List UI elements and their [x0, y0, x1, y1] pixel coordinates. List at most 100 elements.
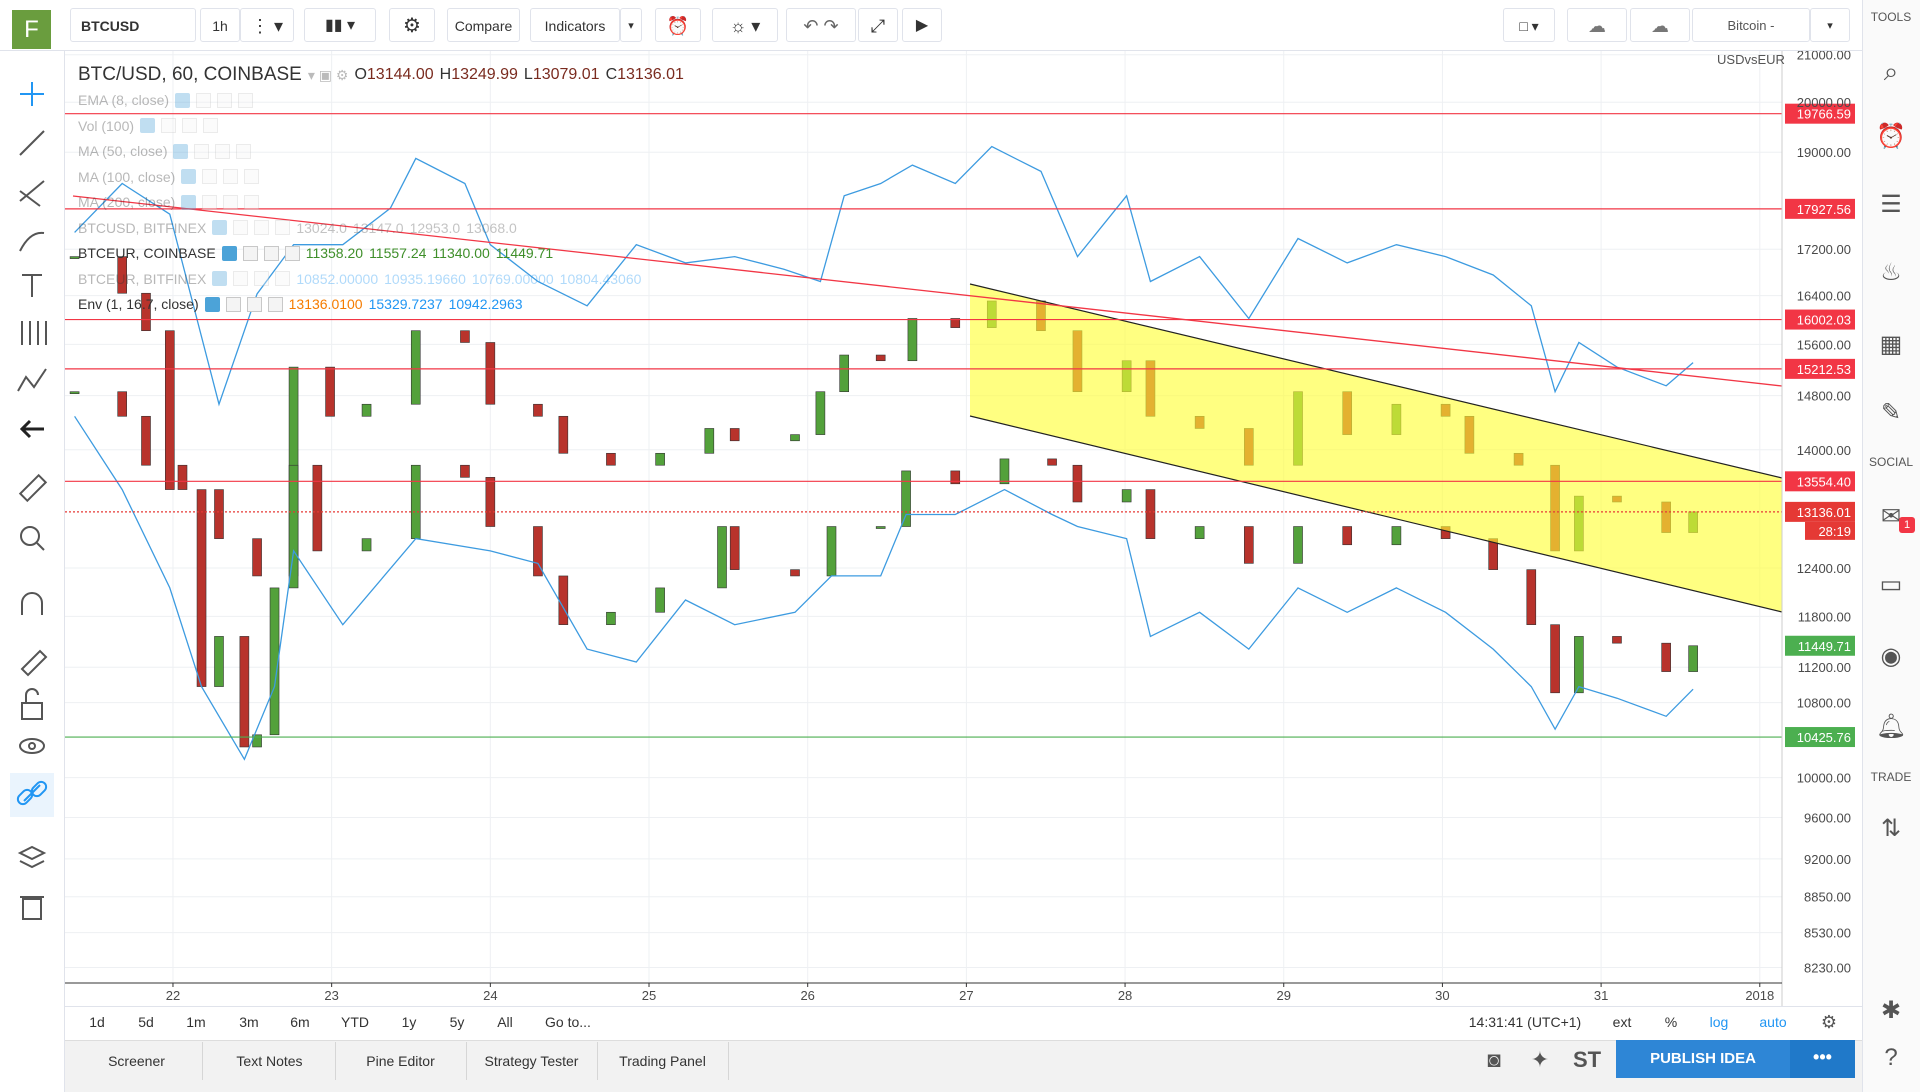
range-button[interactable]: 6m	[290, 1014, 310, 1030]
stay-drawing[interactable]	[20, 649, 48, 677]
indicator-remove[interactable]	[236, 143, 252, 159]
layout-button[interactable]: □ ▾	[1503, 8, 1555, 42]
indicator-settings[interactable]	[225, 296, 241, 312]
indicators-button[interactable]: Indicators	[530, 8, 620, 42]
bottom-tab[interactable]: Text Notes	[204, 1042, 336, 1080]
indicator-row[interactable]: Vol (100)	[78, 118, 219, 134]
chart-settings[interactable]: ⚙	[1820, 1012, 1838, 1032]
zoom-tool[interactable]	[20, 526, 45, 551]
bottom-tab[interactable]: Pine Editor	[335, 1042, 467, 1080]
indicator-eye[interactable]	[212, 220, 228, 235]
alert-button[interactable]: ⏰	[655, 8, 701, 42]
settings-button[interactable]: ⚙	[389, 8, 435, 42]
indicator-add[interactable]	[254, 220, 270, 235]
object-tree[interactable]	[17, 845, 47, 869]
indicator-add[interactable]	[217, 92, 233, 108]
scale-option[interactable]: log	[1709, 1014, 1729, 1030]
snapshot-icon[interactable]: ◙	[1487, 1047, 1501, 1072]
indicator-eye[interactable]	[181, 194, 197, 210]
indicator-settings[interactable]	[233, 220, 249, 235]
indicator-add[interactable]	[246, 296, 262, 312]
indicators-menu[interactable]: ▾	[620, 8, 642, 42]
indicator-remove[interactable]	[203, 118, 219, 133]
hotlist-icon[interactable]: ♨	[1880, 259, 1902, 286]
indicator-remove[interactable]	[275, 271, 291, 286]
cloud-save[interactable]: ☁	[1630, 8, 1690, 42]
streams-icon[interactable]: ▭	[1879, 571, 1903, 598]
indicator-eye[interactable]	[181, 169, 197, 184]
cloud-load[interactable]: ☁	[1567, 8, 1627, 42]
indicator-row[interactable]: EMA (8, close)	[78, 92, 254, 108]
search-icon[interactable]: ⌕	[1883, 56, 1899, 86]
symbol-input[interactable]: BTCUSD	[70, 8, 196, 42]
calendar-icon[interactable]: ▦	[1879, 331, 1903, 358]
link-tool[interactable]	[16, 780, 48, 806]
indicator-remove[interactable]	[244, 169, 260, 184]
indicator-settings[interactable]	[161, 118, 177, 133]
brush-tool[interactable]	[19, 231, 45, 252]
indicator-remove[interactable]	[267, 296, 283, 312]
pitchfork-tool[interactable]	[19, 180, 45, 207]
indicator-eye[interactable]	[212, 271, 228, 286]
indicator-row[interactable]: Env (1, 16.7, close) 13136.0100 15329.7237…	[78, 296, 523, 312]
alarm-icon[interactable]: ⏰	[1876, 123, 1906, 150]
watchlist-icon[interactable]: ☰	[1880, 191, 1902, 218]
range-button[interactable]: 1m	[186, 1014, 206, 1030]
scale-option[interactable]: %	[1664, 1014, 1678, 1030]
lock-tool[interactable]	[21, 688, 43, 720]
indicator-eye[interactable]	[204, 296, 220, 312]
broadcast-icon[interactable]: ◉	[1880, 643, 1902, 670]
indicator-row[interactable]: BTCEUR, BITFINEX 10852.00000 10935.19660 10…	[78, 271, 641, 287]
notifications-icon[interactable]: 🔔︎	[1875, 713, 1907, 740]
ideas-icon[interactable]: ✎	[1880, 399, 1902, 426]
scale-option[interactable]: auto	[1759, 1014, 1787, 1030]
range-button[interactable]: All	[497, 1014, 513, 1030]
indicator-eye[interactable]	[173, 143, 189, 159]
trendline-tool[interactable]	[19, 130, 45, 156]
indicator-settings[interactable]	[196, 92, 212, 108]
interval-menu[interactable]: ⋮ ▾	[240, 8, 294, 42]
indicator-eye[interactable]	[221, 245, 237, 261]
indicator-remove[interactable]	[275, 220, 291, 235]
range-button[interactable]: YTD	[341, 1014, 369, 1030]
layout-menu[interactable]: ▾	[1810, 8, 1850, 42]
crosshair-tool[interactable]	[20, 82, 44, 106]
remove-drawings[interactable]	[20, 896, 44, 920]
indicator-settings[interactable]	[233, 271, 249, 286]
indicator-add[interactable]	[215, 143, 231, 159]
indicator-row[interactable]: MA (50, close)	[78, 143, 252, 159]
indicator-remove[interactable]	[284, 245, 300, 261]
indicator-row[interactable]: BTCEUR, COINBASE 11358.20 11557.24 11340.00…	[78, 245, 553, 261]
stocktwits-icon[interactable]: ST	[1572, 1047, 1602, 1072]
indicator-remove[interactable]	[244, 194, 260, 210]
interval-button[interactable]: 1h	[200, 8, 240, 42]
bottom-tab[interactable]: Trading Panel	[597, 1042, 729, 1080]
compare-button[interactable]: Compare	[447, 8, 520, 42]
goto-button[interactable]: Go to...	[545, 1014, 591, 1030]
indicator-row[interactable]: MA (100, close)	[78, 169, 260, 185]
range-button[interactable]: 1d	[89, 1014, 105, 1030]
trade-icon[interactable]: ⇅	[1880, 815, 1902, 842]
indicator-row[interactable]: MA (200, close)	[78, 194, 260, 210]
replay-button[interactable]: ▶	[902, 8, 942, 42]
range-button[interactable]: 5y	[449, 1014, 465, 1030]
visibility-tool[interactable]	[19, 738, 45, 754]
bottom-tab[interactable]: Strategy Tester	[466, 1042, 598, 1080]
indicator-settings[interactable]	[202, 169, 218, 184]
fullscreen-button[interactable]: ⤢	[858, 8, 898, 42]
scale-option[interactable]: ext	[1612, 1014, 1632, 1030]
indicator-settings[interactable]	[242, 245, 258, 261]
publish-button[interactable]: PUBLISH IDEA	[1616, 1040, 1790, 1078]
indicator-add[interactable]	[223, 169, 239, 184]
twitter-icon[interactable]: ✦	[1530, 1047, 1550, 1072]
indicator-add[interactable]	[254, 271, 270, 286]
range-button[interactable]: 1y	[401, 1014, 417, 1030]
indicator-settings[interactable]	[194, 143, 210, 159]
pattern-tool[interactable]	[21, 321, 47, 345]
indicator-add[interactable]	[182, 118, 198, 133]
back-arrow[interactable]	[19, 419, 44, 439]
help-icon[interactable]: ?	[1884, 1044, 1898, 1071]
ideas-button[interactable]: ☼ ▾	[712, 8, 778, 42]
chat-icon[interactable]: ✉	[1880, 503, 1902, 530]
text-tool[interactable]	[22, 274, 42, 297]
